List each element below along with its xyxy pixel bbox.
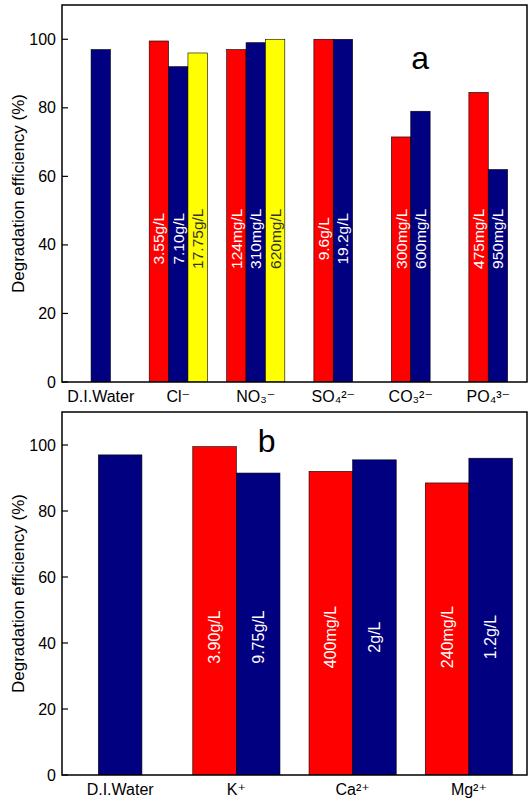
x-tick-label: D.I.Water <box>87 781 155 798</box>
bars <box>91 39 508 382</box>
bar-labels: 3.55g/L7.10g/L17.75g/L 124mg/L310mg/L620m… <box>150 208 506 269</box>
x-tick-label: Cl⁻ <box>166 388 190 405</box>
bar <box>149 41 168 382</box>
y-tick-label: 20 <box>38 701 56 718</box>
x-tick-label: Mg²⁺ <box>451 781 487 798</box>
bar <box>265 39 284 382</box>
y-tick <box>62 444 68 445</box>
y-tick <box>62 576 68 577</box>
y-axis-label: Degradation efficiency (%) <box>9 494 28 693</box>
bar <box>469 458 513 775</box>
y-tick-label: 100 <box>29 31 56 48</box>
concentration-label: 19.2g/L <box>334 213 351 265</box>
y-tick-label: 80 <box>38 503 56 520</box>
y-tick-label: 40 <box>38 236 56 253</box>
bar <box>391 137 410 382</box>
y-tick <box>62 774 68 775</box>
concentration-label: 950mg/L <box>489 208 506 269</box>
y-tick-label: 0 <box>47 767 56 784</box>
y-tick <box>62 642 68 643</box>
y-tick-label: 60 <box>38 569 56 586</box>
concentration-label: 620mg/L <box>267 208 284 269</box>
figure: 3.55g/L7.10g/L17.75g/L 124mg/L310mg/L620m… <box>0 0 531 810</box>
bar <box>469 92 488 382</box>
bar <box>193 447 237 775</box>
bar <box>333 39 352 382</box>
bar <box>91 50 110 382</box>
concentration-label: 17.75g/L <box>189 208 206 269</box>
bar <box>98 455 142 775</box>
bars <box>98 447 512 775</box>
concentration-label: 9.6g/L <box>315 217 332 260</box>
x-tick-label: PO₄³⁻ <box>467 388 510 405</box>
y-tick-label: 40 <box>38 635 56 652</box>
y-axis-label: Degradation efficiency (%) <box>9 94 28 293</box>
x-tick-label: CO₃²⁻ <box>389 388 433 405</box>
bar <box>425 483 469 775</box>
concentration-label: 7.10g/L <box>170 213 187 265</box>
bar <box>488 170 507 382</box>
concentration-label: 1.2g/L <box>482 615 499 660</box>
concentration-label: 600mg/L <box>412 208 429 269</box>
x-tick-label: K⁺ <box>227 781 246 798</box>
chart-panel: 3.90g/L 9.75g/L 400mg/L 2g/L 240mg/L 1.2g/L 0 2… <box>9 412 528 798</box>
concentration-label: 3.90g/L <box>206 610 223 663</box>
y-tick <box>62 176 68 177</box>
concentration-label: 300mg/L <box>393 208 410 269</box>
bar-labels: 3.90g/L 9.75g/L 400mg/L 2g/L 240mg/L 1.2g/L <box>206 606 499 668</box>
bar <box>188 53 207 382</box>
bar <box>169 67 188 382</box>
x-tick-label: Ca²⁺ <box>336 781 370 798</box>
bar <box>236 473 280 775</box>
plot-frame <box>62 5 527 382</box>
y-tick <box>62 39 68 40</box>
y-tick-label: 100 <box>29 437 56 454</box>
concentration-label: 2g/L <box>366 621 383 652</box>
y-tick <box>62 244 68 245</box>
y-tick <box>62 510 68 511</box>
bar <box>411 111 430 382</box>
x-tick-label: SO₄²⁻ <box>312 388 355 405</box>
y-tick-label: 0 <box>47 374 56 391</box>
concentration-label: 400mg/L <box>322 606 339 668</box>
bar <box>246 43 265 382</box>
chart-panel: 3.55g/L7.10g/L17.75g/L 124mg/L310mg/L620m… <box>9 5 528 405</box>
plot-frame <box>62 412 527 775</box>
y-tick-label: 80 <box>38 99 56 116</box>
y-tick <box>62 708 68 709</box>
concentration-label: 9.75g/L <box>250 610 267 663</box>
panel-title: b <box>258 423 276 459</box>
bar <box>227 50 246 382</box>
y-tick-label: 60 <box>38 168 56 185</box>
concentration-label: 3.55g/L <box>150 213 167 265</box>
concentration-label: 475mg/L <box>470 208 487 269</box>
bar <box>309 471 353 775</box>
y-tick-label: 20 <box>38 305 56 322</box>
bar <box>314 39 333 382</box>
x-tick-label: NO₃⁻ <box>236 388 275 405</box>
y-tick <box>62 381 68 382</box>
concentration-label: 240mg/L <box>439 606 456 668</box>
y-tick <box>62 107 68 108</box>
y-tick <box>62 313 68 314</box>
bar <box>353 460 397 775</box>
concentration-label: 310mg/L <box>247 208 264 269</box>
x-tick-label: D.I.Water <box>67 388 135 405</box>
panel-title: a <box>411 40 429 76</box>
concentration-label: 124mg/L <box>228 208 245 269</box>
